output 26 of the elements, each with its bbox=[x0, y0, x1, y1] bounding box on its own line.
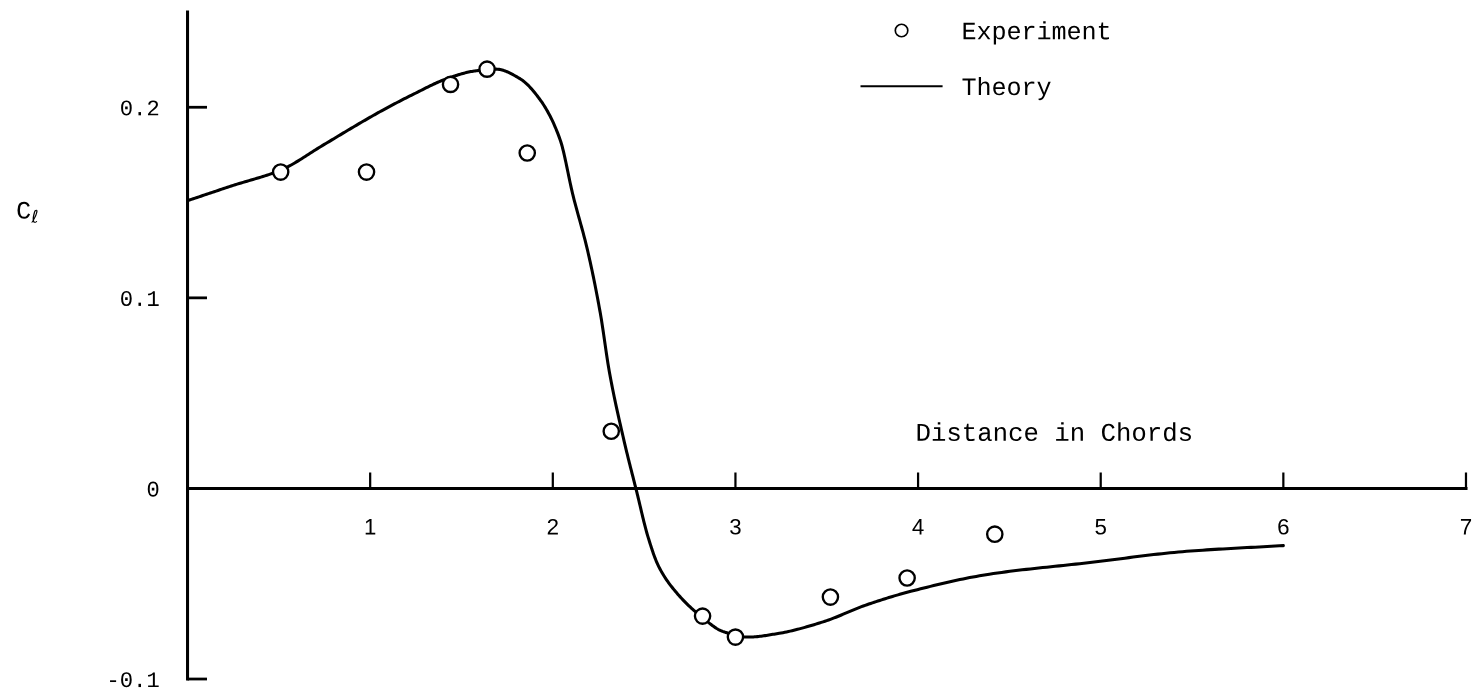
point bbox=[898, 569, 916, 587]
x-tick-label: 5 bbox=[1095, 519, 1106, 535]
point bbox=[518, 144, 537, 162]
y-tick-label: 0 bbox=[147, 481, 159, 497]
x-tick-label: 1 bbox=[365, 519, 376, 535]
point bbox=[478, 60, 496, 78]
point bbox=[602, 422, 621, 441]
point bbox=[726, 628, 745, 646]
x-tick-label: 6 bbox=[1278, 518, 1289, 535]
point bbox=[821, 588, 840, 606]
point bbox=[357, 163, 376, 181]
legend-label: Theory bbox=[962, 76, 1051, 101]
x-tick-label: 2 bbox=[547, 518, 558, 535]
x-axis-title: Distance in Chords bbox=[917, 422, 1191, 442]
legend-label: Experiment bbox=[963, 21, 1109, 45]
x-tick-label: 4 bbox=[912, 519, 924, 535]
y-axis-title: C$_{ℓ}$ bbox=[17, 201, 38, 223]
point bbox=[271, 163, 290, 181]
x-tick-label: 7 bbox=[1460, 519, 1472, 535]
y-tick-label: 0.1 bbox=[121, 291, 159, 307]
point bbox=[985, 525, 1004, 543]
x-tick-label: 3 bbox=[730, 518, 741, 535]
point bbox=[441, 75, 460, 94]
y-tick-label: 0.2 bbox=[121, 100, 159, 116]
point bbox=[693, 607, 712, 625]
y-tick-label: -0.1 bbox=[110, 672, 159, 688]
